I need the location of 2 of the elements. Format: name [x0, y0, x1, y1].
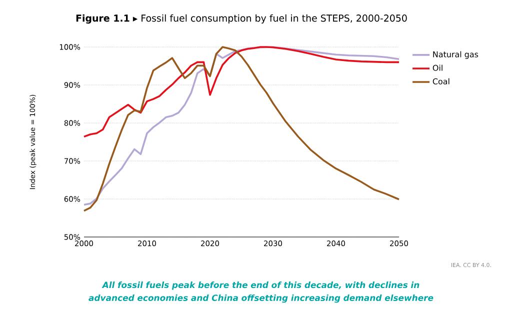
- text: All fossil fuels peak before the end of this decade, with declines in advanced economies and China offsetting increasing demand elsewhere: [88, 282, 434, 303]
- chart-title: Figure 1.1 ▸ Fossil fuel consumption by fuel in the STEPS, 2000-2050: [76, 14, 407, 24]
